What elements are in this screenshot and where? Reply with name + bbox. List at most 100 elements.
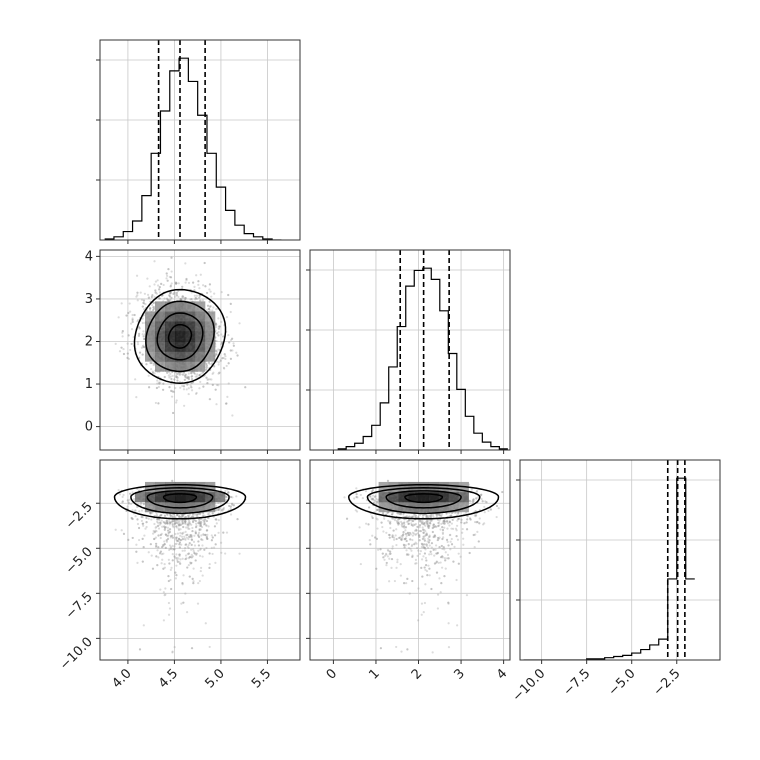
- scatter-point: [224, 355, 227, 358]
- scatter-point: [208, 566, 211, 569]
- scatter-point: [178, 372, 181, 375]
- scatter-point: [179, 386, 182, 389]
- scatter-point: [165, 519, 168, 522]
- scatter-point: [155, 530, 158, 533]
- scatter-point: [184, 515, 187, 519]
- scatter-point: [142, 546, 145, 549]
- scatter-point: [208, 305, 211, 308]
- scatter-point: [159, 550, 163, 553]
- scatter-point: [165, 521, 169, 524]
- scatter-point: [205, 368, 208, 371]
- scatter-point: [151, 371, 155, 374]
- scatter-point: [175, 536, 178, 539]
- scatter-point: [187, 524, 190, 527]
- scatter-point: [153, 295, 156, 298]
- scatter-point: [148, 309, 152, 312]
- scatter-point: [194, 519, 197, 523]
- scatter-point: [215, 509, 218, 512]
- scatter-point: [187, 516, 190, 519]
- scatter-point: [152, 309, 155, 312]
- scatter-point: [172, 292, 175, 296]
- scatter-point: [176, 521, 179, 525]
- histogram-grid-0: [100, 40, 300, 240]
- scatter-point: [175, 291, 178, 295]
- scatter-point: [178, 541, 182, 544]
- scatter-point: [229, 302, 232, 305]
- scatter-point: [188, 556, 191, 559]
- scatter-point: [156, 514, 159, 518]
- scatter-point: [193, 513, 196, 516]
- scatter-point: [223, 367, 226, 370]
- scatter-point: [121, 495, 124, 499]
- scatter-point: [218, 325, 221, 328]
- scatter-point: [174, 577, 177, 580]
- scatter-point: [143, 337, 146, 341]
- scatter-point: [215, 522, 218, 525]
- scatter-point: [217, 384, 220, 387]
- scatter-point: [232, 344, 235, 347]
- scatter-point: [176, 532, 180, 535]
- scatter-point: [203, 520, 206, 523]
- scatter-point: [171, 516, 174, 519]
- scatter-point: [158, 297, 161, 300]
- scatter-point: [177, 537, 181, 540]
- scatter-point: [160, 513, 163, 516]
- contour-level-1: [156, 312, 204, 361]
- scatter-point: [184, 262, 187, 265]
- scatter-point: [179, 298, 182, 301]
- scatter-point: [194, 296, 197, 300]
- scatter-point: [196, 513, 199, 516]
- scatter-point: [138, 351, 142, 354]
- scatter-point: [171, 479, 174, 482]
- scatter-point: [178, 515, 181, 518]
- scatter-point: [225, 495, 228, 499]
- scatter-point: [187, 514, 190, 517]
- scatter-point: [190, 538, 193, 541]
- scatter-point: [175, 291, 178, 295]
- scatter-point: [217, 334, 220, 337]
- scatter-point: [215, 403, 218, 406]
- scatter-point: [197, 521, 200, 525]
- scatter-point: [197, 280, 200, 283]
- scatter-point: [187, 376, 190, 379]
- scatter-point: [170, 547, 173, 550]
- scatter-point: [189, 533, 192, 537]
- scatter-point: [136, 299, 139, 302]
- scatter-point: [210, 539, 213, 542]
- scatter-point: [144, 527, 147, 530]
- scatter-point: [188, 513, 191, 516]
- scatter-point: [178, 546, 181, 549]
- scatter-point: [197, 549, 200, 552]
- scatter-point: [232, 344, 235, 347]
- scatter-point: [162, 382, 165, 385]
- scatter-point: [162, 552, 165, 555]
- scatter-point: [158, 288, 161, 291]
- density-block: [145, 311, 156, 322]
- scatter-point: [191, 577, 194, 580]
- scatter-point: [181, 521, 184, 524]
- scatter-point: [244, 386, 247, 389]
- scatter-point: [211, 512, 214, 515]
- scatter-point: [168, 294, 171, 297]
- scatter-point: [173, 291, 176, 294]
- scatter-point: [178, 524, 181, 527]
- scatter-point: [143, 337, 146, 340]
- scatter-point: [178, 538, 181, 541]
- scatter-point: [217, 519, 220, 522]
- scatter-point: [190, 539, 194, 542]
- scatter-point: [169, 515, 172, 518]
- scatter-point: [169, 284, 173, 287]
- scatter-point: [168, 548, 171, 552]
- scatter-point: [205, 366, 208, 369]
- scatter-point: [215, 353, 218, 356]
- scatter-point: [182, 385, 186, 388]
- scatter-point: [244, 386, 247, 389]
- scatter-point: [136, 291, 139, 294]
- scatter-point: [227, 491, 230, 494]
- scatter-point: [120, 346, 123, 349]
- scatter-point: [187, 377, 190, 381]
- scatter-point: [181, 549, 184, 552]
- scatter-point: [183, 378, 186, 381]
- scatter-point: [184, 592, 187, 595]
- scatter-point: [163, 543, 166, 546]
